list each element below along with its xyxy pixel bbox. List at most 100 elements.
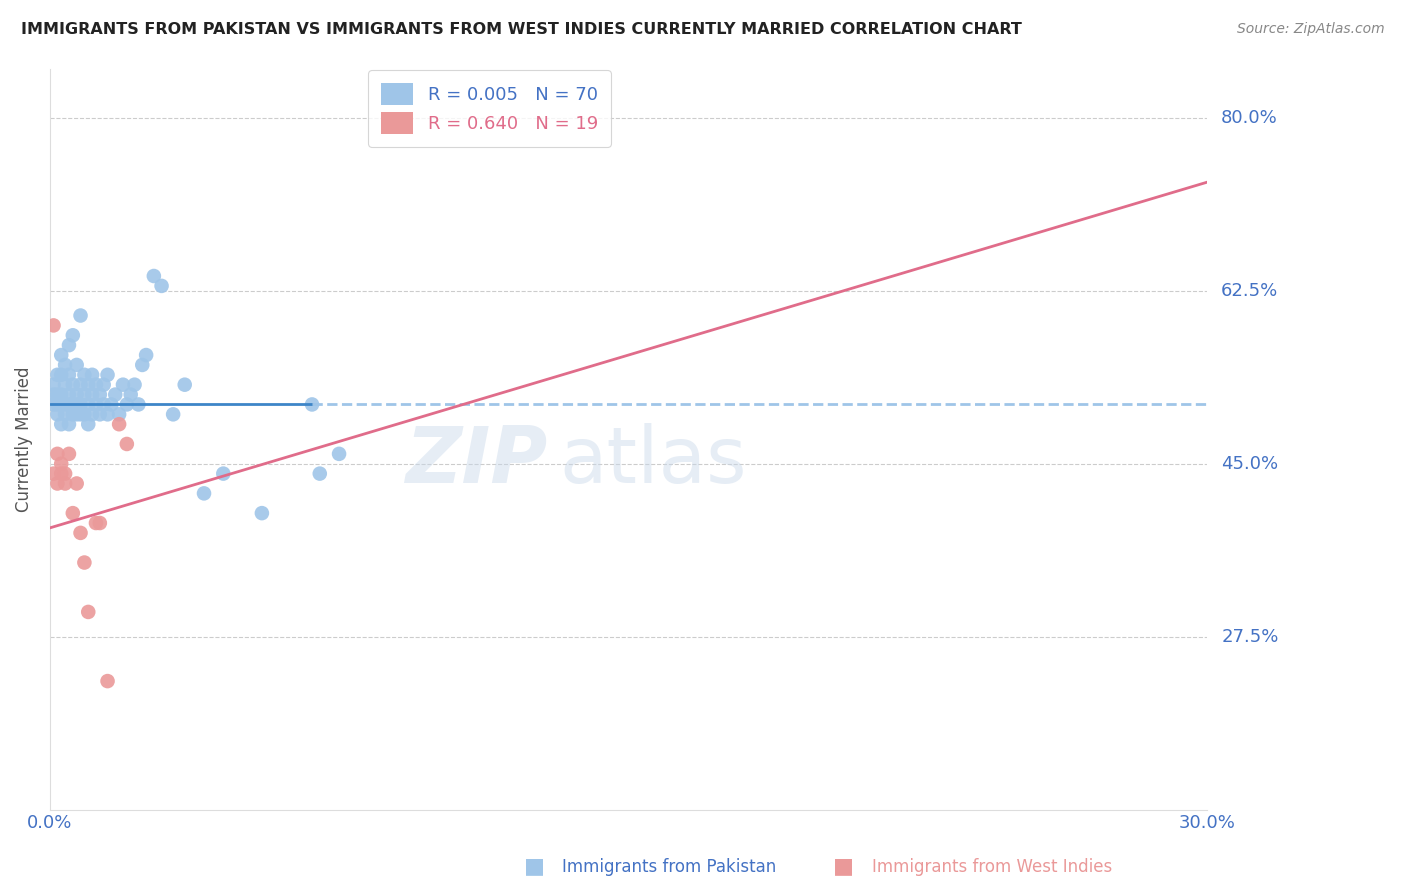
Point bbox=[66, 358, 89, 372]
Point bbox=[73, 387, 96, 401]
Point bbox=[58, 368, 80, 382]
Point bbox=[58, 397, 80, 411]
Point bbox=[93, 397, 115, 411]
Point bbox=[69, 397, 91, 411]
Point bbox=[66, 407, 89, 421]
Legend: R = 0.005   N = 70, R = 0.640   N = 19: R = 0.005 N = 70, R = 0.640 N = 19 bbox=[368, 70, 610, 146]
Point bbox=[58, 387, 80, 401]
Point bbox=[328, 447, 350, 461]
Text: 27.5%: 27.5% bbox=[1222, 628, 1278, 646]
Point bbox=[150, 278, 173, 293]
Point bbox=[69, 525, 91, 540]
Point bbox=[46, 407, 69, 421]
Point bbox=[108, 417, 131, 432]
Point bbox=[301, 397, 323, 411]
Point bbox=[53, 407, 76, 421]
Point bbox=[308, 467, 330, 481]
Point bbox=[58, 417, 80, 432]
Point bbox=[51, 417, 73, 432]
Point bbox=[53, 377, 76, 392]
Point bbox=[66, 476, 89, 491]
Point bbox=[46, 447, 69, 461]
Point bbox=[108, 407, 131, 421]
Point bbox=[77, 605, 100, 619]
Point bbox=[82, 387, 104, 401]
Point bbox=[124, 377, 146, 392]
Point bbox=[77, 377, 100, 392]
Point bbox=[84, 516, 107, 530]
Point bbox=[142, 268, 165, 283]
Point bbox=[53, 476, 76, 491]
Point bbox=[42, 377, 65, 392]
Text: Immigrants from Pakistan: Immigrants from Pakistan bbox=[562, 858, 776, 876]
Point bbox=[96, 368, 118, 382]
Text: Immigrants from West Indies: Immigrants from West Indies bbox=[872, 858, 1112, 876]
Point bbox=[100, 397, 122, 411]
Point bbox=[127, 397, 149, 411]
Point bbox=[173, 377, 195, 392]
Point bbox=[96, 674, 118, 689]
Point bbox=[69, 309, 91, 323]
Point bbox=[89, 407, 111, 421]
Point bbox=[82, 407, 104, 421]
Point bbox=[115, 437, 138, 451]
Point bbox=[69, 377, 91, 392]
Point bbox=[46, 387, 69, 401]
Point bbox=[46, 368, 69, 382]
Text: ■: ■ bbox=[834, 856, 853, 876]
Point bbox=[46, 397, 69, 411]
Point bbox=[62, 328, 84, 343]
Text: atlas: atlas bbox=[560, 424, 747, 500]
Text: ■: ■ bbox=[524, 856, 544, 876]
Point bbox=[62, 377, 84, 392]
Point bbox=[51, 467, 73, 481]
Point bbox=[93, 377, 115, 392]
Point bbox=[42, 397, 65, 411]
Y-axis label: Currently Married: Currently Married bbox=[15, 367, 32, 512]
Point bbox=[42, 387, 65, 401]
Point bbox=[62, 506, 84, 520]
Point bbox=[66, 397, 89, 411]
Point bbox=[62, 407, 84, 421]
Point bbox=[212, 467, 235, 481]
Point bbox=[51, 348, 73, 362]
Point bbox=[120, 387, 142, 401]
Point bbox=[42, 467, 65, 481]
Point bbox=[250, 506, 273, 520]
Point bbox=[53, 358, 76, 372]
Point bbox=[89, 387, 111, 401]
Point bbox=[73, 407, 96, 421]
Point bbox=[131, 358, 153, 372]
Point bbox=[51, 397, 73, 411]
Point bbox=[82, 368, 104, 382]
Point bbox=[58, 338, 80, 352]
Point bbox=[193, 486, 215, 500]
Text: IMMIGRANTS FROM PAKISTAN VS IMMIGRANTS FROM WEST INDIES CURRENTLY MARRIED CORREL: IMMIGRANTS FROM PAKISTAN VS IMMIGRANTS F… bbox=[21, 22, 1022, 37]
Text: ZIP: ZIP bbox=[405, 424, 547, 500]
Point bbox=[66, 387, 89, 401]
Point bbox=[77, 417, 100, 432]
Text: Source: ZipAtlas.com: Source: ZipAtlas.com bbox=[1237, 22, 1385, 37]
Point bbox=[73, 556, 96, 570]
Point bbox=[111, 377, 134, 392]
Point bbox=[69, 407, 91, 421]
Point bbox=[51, 387, 73, 401]
Point bbox=[84, 397, 107, 411]
Point bbox=[84, 377, 107, 392]
Point bbox=[46, 476, 69, 491]
Point bbox=[77, 397, 100, 411]
Text: 80.0%: 80.0% bbox=[1222, 109, 1278, 127]
Text: 45.0%: 45.0% bbox=[1222, 455, 1278, 473]
Point bbox=[162, 407, 184, 421]
Point bbox=[58, 447, 80, 461]
Point bbox=[89, 516, 111, 530]
Point bbox=[104, 387, 127, 401]
Point bbox=[51, 368, 73, 382]
Point bbox=[53, 397, 76, 411]
Point bbox=[42, 318, 65, 333]
Text: 62.5%: 62.5% bbox=[1222, 282, 1278, 300]
Point bbox=[53, 467, 76, 481]
Point bbox=[73, 368, 96, 382]
Point bbox=[51, 457, 73, 471]
Point bbox=[62, 397, 84, 411]
